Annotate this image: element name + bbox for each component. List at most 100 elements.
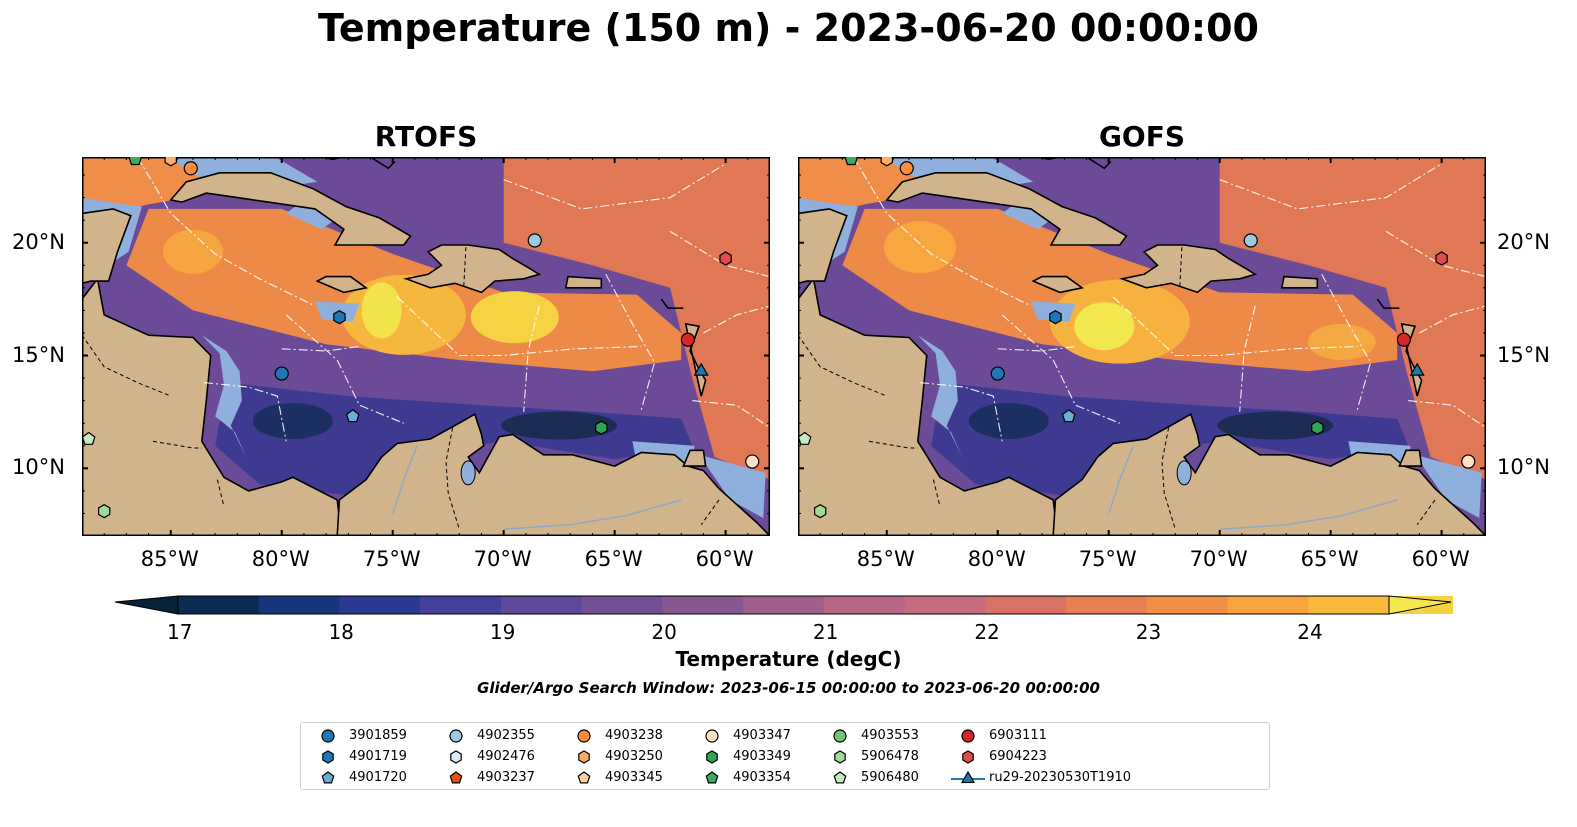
platform-marker-4903238 <box>899 161 914 176</box>
legend-label: 4903553 <box>861 728 919 743</box>
legend-marker-icon <box>321 771 335 784</box>
lat-tick-label-left: 15°N <box>12 342 65 367</box>
platform-marker-4902355 <box>1243 233 1258 248</box>
colorbar-tick-label: 22 <box>974 620 1000 644</box>
colorbar-segment <box>1146 596 1229 614</box>
platform-marker-3901859 <box>274 366 289 381</box>
legend-label: 5906478 <box>861 749 919 764</box>
land-hispaniola <box>403 244 542 294</box>
legend-marker-icon <box>705 729 719 743</box>
platform-marker-4903250 <box>164 157 178 167</box>
colorbar-segment <box>1227 596 1309 614</box>
atlantic-waters <box>503 157 770 480</box>
legend-label: 4902355 <box>477 728 535 743</box>
lon-tick-label: 70°W <box>1189 547 1248 571</box>
lon-tick-label: 65°W <box>584 547 643 571</box>
platform-marker-4901719 <box>333 310 346 325</box>
platform-marker-5906480 <box>798 431 812 445</box>
legend-label: 4903237 <box>477 770 535 785</box>
colorbar-segment <box>1066 596 1148 614</box>
legend-marker-icon <box>834 750 846 764</box>
legend-label: 4902476 <box>477 749 535 764</box>
colorbar-tick-label: 20 <box>651 620 677 644</box>
legend-marker-icon <box>577 729 591 743</box>
lat-tick-label-left: 20°N <box>12 229 65 254</box>
legend-label: 4901719 <box>349 749 407 764</box>
search-window-caption: Glider/Argo Search Window: 2023-06-15 00… <box>477 679 1100 697</box>
colorbar-segment <box>743 596 825 614</box>
lat-tick-label-right: 10°N <box>1497 455 1550 480</box>
legend-marker-icon <box>833 729 847 743</box>
figure-title: Temperature (150 m) - 2023-06-20 00:00:0… <box>317 6 1259 50</box>
legend-label: 3901859 <box>349 728 407 743</box>
colorbar-segment <box>662 596 744 614</box>
lon-tick-label: 60°W <box>1411 547 1470 571</box>
colorbar-segment <box>823 596 906 614</box>
legend-marker-icon <box>962 750 974 764</box>
land-trinidad <box>682 449 707 467</box>
lon-tick-label: 70°W <box>473 547 532 571</box>
legend-label: 4903250 <box>605 749 663 764</box>
panel-title-rtofs: RTOFS <box>374 120 478 153</box>
colorbar-title: Temperature (degC) <box>675 647 902 671</box>
colorbar-segment <box>904 596 986 614</box>
legend-marker-icon <box>577 771 591 784</box>
legend-marker-icon <box>322 750 334 764</box>
colorbar-tick-label: 19 <box>489 620 516 644</box>
platform-marker-4901720 <box>1061 409 1076 423</box>
land-jamaica <box>1031 275 1085 294</box>
colorbar-tick-label: 23 <box>1135 620 1162 644</box>
platform-marker-ru29-20230530T1910 <box>693 362 709 376</box>
platform-marker-6904223 <box>719 251 732 266</box>
legend-label: 4903345 <box>605 770 663 785</box>
legend-label: 4903354 <box>733 770 791 785</box>
platform-marker-4903354 <box>128 157 143 166</box>
platform-legend: 3901859 4901719 4901720 4902355 4902476 49032… <box>300 722 1270 790</box>
nicaragua-shelf <box>201 335 247 457</box>
legend-label: 4903238 <box>605 728 663 743</box>
land-puertorico <box>564 275 603 289</box>
lon-tick-label: 75°W <box>362 547 421 571</box>
land-cuba <box>169 172 412 246</box>
land-trinidad <box>1398 449 1423 467</box>
lon-tick-label: 85°W <box>140 547 199 571</box>
legend-marker-icon <box>706 750 718 764</box>
legend-marker-icon <box>833 771 847 784</box>
platform-marker-4901720 <box>345 409 360 423</box>
platform-marker-4903347 <box>745 454 760 469</box>
lon-tick-label: 75°W <box>1078 547 1137 571</box>
lon-tick-label: 60°W <box>695 547 754 571</box>
land-puertorico <box>1280 275 1319 289</box>
legend-label: 4903349 <box>733 749 791 764</box>
land-jamaica <box>315 275 369 294</box>
platform-marker-4903347 <box>1461 454 1476 469</box>
colorbar-tick-label: 17 <box>167 620 193 644</box>
platform-marker-6904223 <box>1435 251 1448 266</box>
platform-marker-ru29-20230530T1910 <box>1409 362 1425 376</box>
platform-marker-5906478 <box>814 504 827 519</box>
colorbar-segment <box>258 596 341 614</box>
nicaragua-shelf <box>917 335 963 457</box>
legend-label: 6903111 <box>989 728 1047 743</box>
colorbar-segment <box>985 596 1067 614</box>
atlantic-waters <box>1219 157 1486 480</box>
lon-tick-label: 80°W <box>967 547 1026 571</box>
legend-label: ru29-20230530T1910 <box>989 770 1132 785</box>
legend-marker-icon <box>578 750 590 764</box>
legend-marker-icon <box>449 771 463 784</box>
colorbar-segment <box>420 596 502 614</box>
platform-marker-4901719 <box>1049 310 1062 325</box>
platform-marker-6903111 <box>680 332 695 347</box>
platform-marker-4902355 <box>527 233 542 248</box>
lon-tick-label: 80°W <box>251 547 310 571</box>
legend-marker-icon <box>961 729 975 743</box>
lat-tick-label-right: 15°N <box>1497 342 1550 367</box>
colorbar-segment <box>1308 596 1390 614</box>
legend-marker-icon <box>321 729 335 743</box>
lat-tick-label-left: 10°N <box>12 455 65 480</box>
land-hispaniola <box>1119 244 1258 294</box>
platform-marker-4903354 <box>844 157 859 166</box>
platform-marker-4903238 <box>183 161 198 176</box>
lon-tick-label: 85°W <box>856 547 915 571</box>
platform-marker-5906478 <box>98 504 111 519</box>
